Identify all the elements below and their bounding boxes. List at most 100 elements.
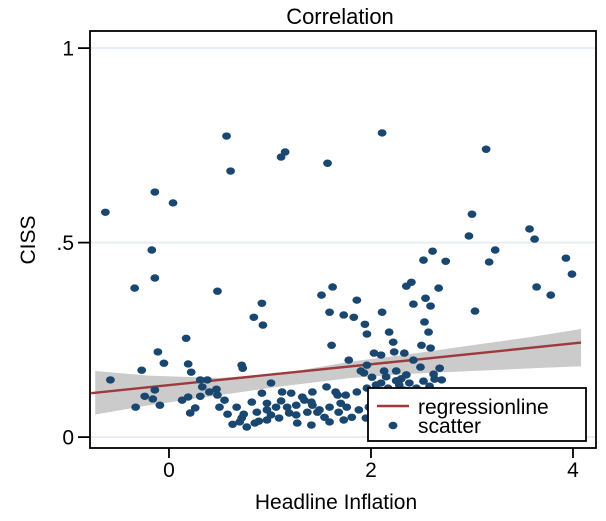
scatter-point (257, 389, 267, 397)
scatter-point (220, 396, 229, 404)
scatter-point (532, 283, 542, 291)
scatter-point (325, 308, 334, 316)
scatter-point (408, 300, 418, 308)
scatter-point (567, 270, 577, 278)
scatter-point (381, 373, 391, 381)
scatter-point (377, 308, 387, 316)
scatter-point (307, 388, 317, 396)
scatter-point (401, 371, 411, 379)
scatter-point (362, 361, 372, 369)
scatter-point (342, 403, 352, 411)
scatter-point (235, 418, 245, 426)
scatter-point (228, 420, 238, 428)
scatter-point (352, 296, 362, 304)
scatter-point (271, 403, 281, 411)
scatter-point (323, 159, 332, 167)
scatter-point (435, 364, 445, 372)
regression-line (91, 341, 582, 395)
scatter-point (195, 376, 205, 384)
scatter-point (130, 284, 140, 292)
plot-border (89, 30, 597, 449)
scatter-point (417, 341, 426, 350)
scatter-point (546, 291, 556, 299)
scatter-point (185, 409, 195, 417)
scatter-point (226, 167, 235, 175)
scatter-point (250, 419, 260, 427)
scatter-point (339, 416, 349, 424)
scatter-point (155, 401, 165, 409)
scatter-point (150, 274, 160, 282)
scatter-point (215, 403, 224, 411)
scatter-point (249, 313, 259, 321)
scatter-point (213, 287, 222, 295)
scatter-point (369, 349, 379, 357)
scatter-point (362, 330, 372, 338)
scatter-point (344, 356, 354, 364)
scatter-point (159, 359, 169, 367)
scatter-point (150, 386, 160, 394)
scatter-point (352, 388, 362, 396)
scatter-point (131, 403, 141, 411)
scatter-point (147, 246, 157, 254)
scatter-point (291, 401, 301, 409)
legend: regressionline scatter (367, 387, 587, 442)
scatter-point (148, 395, 158, 403)
data-layer (91, 129, 582, 431)
scatter-point (421, 294, 430, 302)
scatter-point (277, 388, 287, 396)
scatter-point (467, 210, 477, 218)
scatter-point (137, 366, 147, 374)
scatter-point (262, 406, 272, 414)
scatter-point (561, 254, 571, 262)
scatter-point (376, 351, 386, 359)
scatter-point (204, 388, 214, 396)
scatter-point (434, 284, 444, 292)
scatter-point (212, 385, 221, 393)
scatter-point (525, 225, 534, 233)
scatter-point (389, 348, 399, 356)
scatter-point (222, 132, 231, 140)
legend-label-scatter: scatter (418, 415, 481, 438)
scatter-point (315, 406, 324, 414)
scatter-point (190, 404, 200, 412)
scatter-point (181, 334, 191, 343)
scatter-point (153, 348, 163, 356)
scatter-point (336, 399, 346, 407)
scatter-point (428, 247, 437, 255)
scatter-marker-swatch (388, 421, 398, 430)
scatter-point (420, 318, 429, 326)
scatter-point (266, 379, 276, 387)
scatter-point (284, 409, 294, 417)
x-tick-label: 2 (365, 459, 377, 482)
scatter-point (232, 403, 242, 411)
scatter-point (429, 370, 438, 378)
scatter-point (183, 393, 193, 401)
scatter-point (354, 406, 364, 414)
scatter-point (140, 392, 150, 400)
scatter-point (416, 363, 425, 371)
scatter-point (168, 199, 178, 207)
scatter-point (282, 403, 292, 411)
chart-title: Correlation (286, 4, 394, 29)
scatter-point (292, 419, 302, 427)
scatter-point (341, 391, 351, 399)
scatter-point (379, 367, 389, 375)
scatter-point (307, 401, 317, 409)
scatter-point (470, 307, 480, 315)
scatter-point (426, 302, 435, 310)
scatter-point (280, 148, 290, 156)
scatter-point (481, 145, 491, 153)
scatter-point (197, 383, 207, 391)
scatter-point (419, 377, 428, 385)
scatter-point (262, 416, 272, 424)
legend-label-regressionline: regressionline (418, 396, 549, 419)
scatter-point (406, 278, 416, 286)
scatter-point (276, 397, 286, 405)
scatter-point (424, 328, 433, 336)
scatter-point (302, 408, 312, 416)
scatter-point (286, 389, 296, 397)
scatter-point (247, 398, 257, 406)
scatter-point (202, 376, 212, 384)
scatter-point (408, 356, 418, 364)
scatter-point (376, 379, 386, 387)
